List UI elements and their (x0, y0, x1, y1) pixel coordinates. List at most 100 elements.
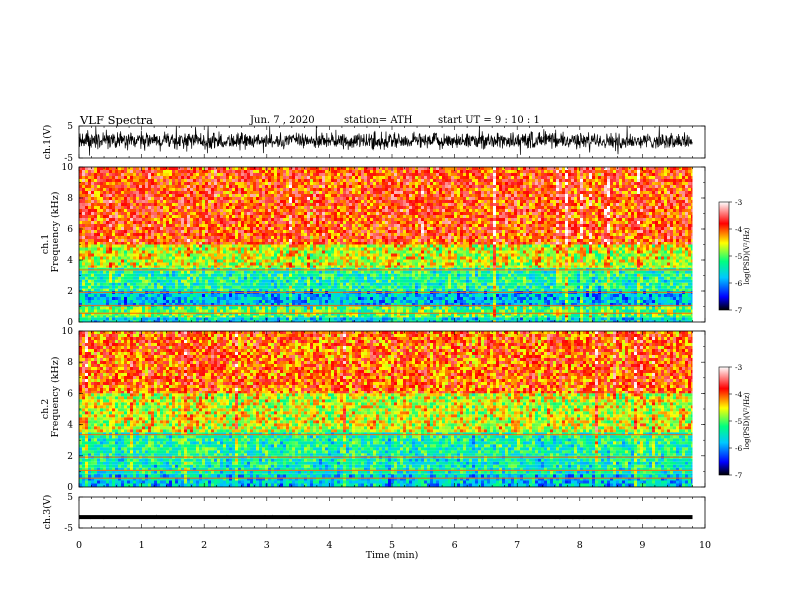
spectrogram-cell (616, 176, 619, 179)
spectrogram-cell (574, 230, 577, 233)
spectrogram-cell (523, 197, 526, 200)
spectrogram-cell (139, 194, 142, 197)
spectrogram-cell (355, 182, 358, 185)
spectrogram-cell (262, 233, 265, 236)
spectrogram-cell (319, 206, 322, 209)
spectrogram-cell (586, 188, 589, 191)
spectrogram-cell (334, 209, 337, 212)
spectrogram-cell (520, 182, 523, 185)
spectrogram-cell (595, 167, 598, 170)
spectrogram-cell (553, 197, 556, 200)
spectrogram-cell (241, 182, 244, 185)
spectrogram-cell (85, 227, 88, 230)
spectrogram-cell (607, 173, 610, 176)
spectrogram-cell (511, 194, 514, 197)
spectrogram-cell (286, 224, 289, 227)
spectrogram-cell (343, 227, 346, 230)
spectrogram-cell (595, 182, 598, 185)
spectrogram-cell (307, 218, 310, 221)
spectrogram-cell (151, 227, 154, 230)
spectrogram-cell (439, 206, 442, 209)
spectrogram-cell (496, 194, 499, 197)
spectrogram-cell (373, 173, 376, 176)
spectrogram-cell (520, 209, 523, 212)
spectrogram-cell (163, 170, 166, 173)
spectrogram-cell (175, 179, 178, 182)
spectrogram-cell (622, 227, 625, 230)
spectrogram-cell (382, 209, 385, 212)
spectrogram-cell (583, 227, 586, 230)
spectrogram-cell (442, 197, 445, 200)
spectrogram-cell (604, 227, 607, 230)
spectrogram-cell (268, 170, 271, 173)
spectrogram-cell (205, 185, 208, 188)
spectrogram-cell (241, 206, 244, 209)
spectrogram-cell (340, 176, 343, 179)
spectrogram-cell (547, 206, 550, 209)
spectrogram-cell (316, 185, 319, 188)
spectrogram-cell (160, 233, 163, 236)
spectrogram-cell (328, 218, 331, 221)
spectrogram-cell (310, 167, 313, 170)
spectrogram-cell (583, 212, 586, 215)
spectrogram-cell (529, 221, 532, 224)
spectrogram-cell (565, 230, 568, 233)
spectrogram-cell (619, 209, 622, 212)
spectrogram-cell (652, 206, 655, 209)
spectrogram-cell (481, 203, 484, 206)
spectrogram-cell (487, 185, 490, 188)
spectrogram-cell (88, 212, 91, 215)
spectrogram-cell (421, 236, 424, 239)
spectrogram-cell (184, 200, 187, 203)
spectrogram-cell (661, 206, 664, 209)
spectrogram-cell (688, 233, 691, 236)
spectrogram-cell (622, 230, 625, 233)
spectrogram-cell (97, 170, 100, 173)
spectrogram-cell (412, 236, 415, 239)
spectrogram-cell (235, 221, 238, 224)
spectrogram-cell (124, 218, 127, 221)
spectrogram-cell (430, 185, 433, 188)
spectrogram-cell (202, 215, 205, 218)
spectrogram-cell (163, 233, 166, 236)
spectrogram-cell (439, 233, 442, 236)
spectrogram-cell (469, 227, 472, 230)
spectrogram-cell (274, 230, 277, 233)
spectrogram-cell (658, 167, 661, 170)
spectrogram-cell (97, 182, 100, 185)
spectrogram-cell (337, 212, 340, 215)
spectrogram-cell (241, 179, 244, 182)
spectrogram-cell (223, 218, 226, 221)
spectrogram-cell (358, 179, 361, 182)
spectrogram-cell (280, 182, 283, 185)
spectrogram-cell (232, 203, 235, 206)
spectrogram-cell (523, 215, 526, 218)
spectrogram-cell (427, 212, 430, 215)
spectrogram-cell (625, 173, 628, 176)
spectrogram-cell (589, 182, 592, 185)
spectrogram-cell (625, 224, 628, 227)
spectrogram-cell (361, 209, 364, 212)
spectrogram-cell (139, 227, 142, 230)
spectrogram-cell (538, 215, 541, 218)
spectrogram-cell (460, 212, 463, 215)
spectrogram-cell (352, 224, 355, 227)
spectrogram-cell (352, 194, 355, 197)
spectrogram-cell (526, 212, 529, 215)
spectrogram-cell (199, 173, 202, 176)
spectrogram-cell (373, 179, 376, 182)
spectrogram-cell (184, 185, 187, 188)
spectrogram-cell (421, 194, 424, 197)
spectrogram-cell (592, 170, 595, 173)
spectrogram-cell (400, 191, 403, 194)
spectrogram-cell (322, 200, 325, 203)
spectrogram-cell (451, 197, 454, 200)
spectrogram-cell (376, 176, 379, 179)
spectrogram-cell (133, 176, 136, 179)
spectrogram-cell (97, 200, 100, 203)
spectrogram-cell (430, 167, 433, 170)
spectrogram-cell (208, 188, 211, 191)
spectrogram-cell (385, 206, 388, 209)
spectrogram-cell (607, 203, 610, 206)
spectrogram-cell (211, 212, 214, 215)
